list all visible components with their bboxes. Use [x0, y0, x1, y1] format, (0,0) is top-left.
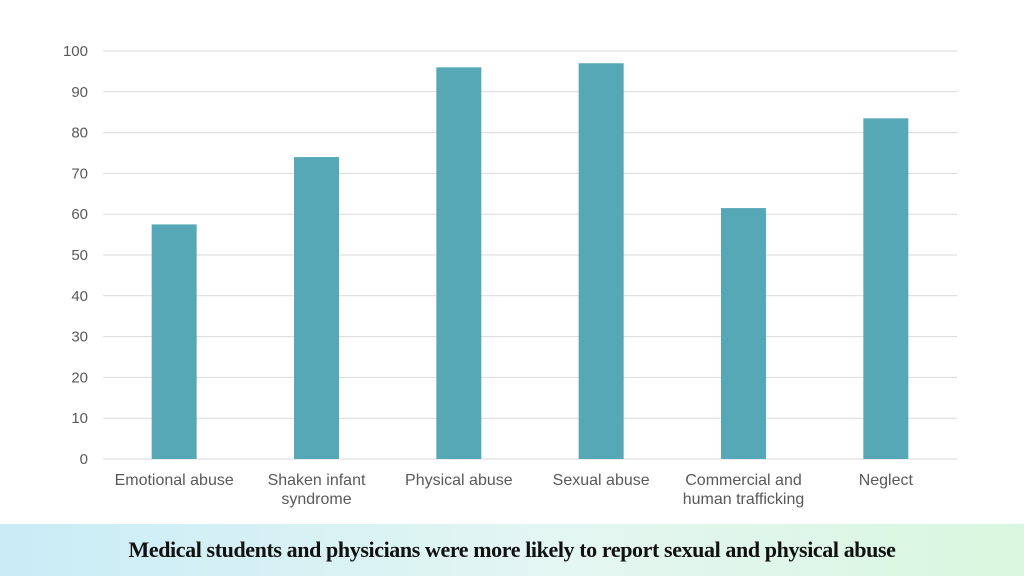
y-tick-label-80: 80	[71, 125, 88, 142]
y-tick-label-70: 70	[71, 165, 88, 182]
bar-6	[863, 118, 909, 459]
y-tick-label-60: 60	[71, 206, 88, 223]
x-category-label-3: Physical abuse	[405, 472, 513, 489]
bar-chart-svg: 0 10 20 30 40 50 60 70 80 90 100 Emotional abuse Sha…	[63, 43, 957, 508]
x-category-label-6: Neglect	[859, 472, 914, 489]
x-category-label-2: Shaken infant syndrome	[268, 472, 366, 508]
y-tick-label-10: 10	[71, 410, 88, 427]
y-tick-label-90: 90	[71, 84, 88, 101]
y-tick-label-40: 40	[71, 288, 88, 305]
x-category-label-1: Emotional abuse	[115, 472, 234, 489]
caption-band: Medical students and physicians were mor…	[0, 524, 1024, 576]
y-tick-label-50: 50	[71, 247, 88, 264]
y-tick-label-20: 20	[71, 369, 88, 386]
bar-5	[721, 208, 766, 459]
bar-4	[578, 63, 624, 460]
x-category-label-5: Commercial and human trafficking	[683, 472, 805, 508]
caption-text: Medical students and physicians were mor…	[128, 537, 896, 562]
bar-1	[151, 224, 197, 459]
bar-chart: 0 10 20 30 40 50 60 70 80 90 100 Emotional abuse Sha…	[63, 43, 957, 508]
y-tick-label-0: 0	[80, 451, 88, 468]
y-tick-label-100: 100	[63, 43, 88, 60]
x-category-label-4: Sexual abuse	[553, 472, 650, 489]
y-tick-label-30: 30	[71, 329, 88, 346]
bar-3	[436, 67, 482, 459]
bar-2	[294, 157, 339, 459]
